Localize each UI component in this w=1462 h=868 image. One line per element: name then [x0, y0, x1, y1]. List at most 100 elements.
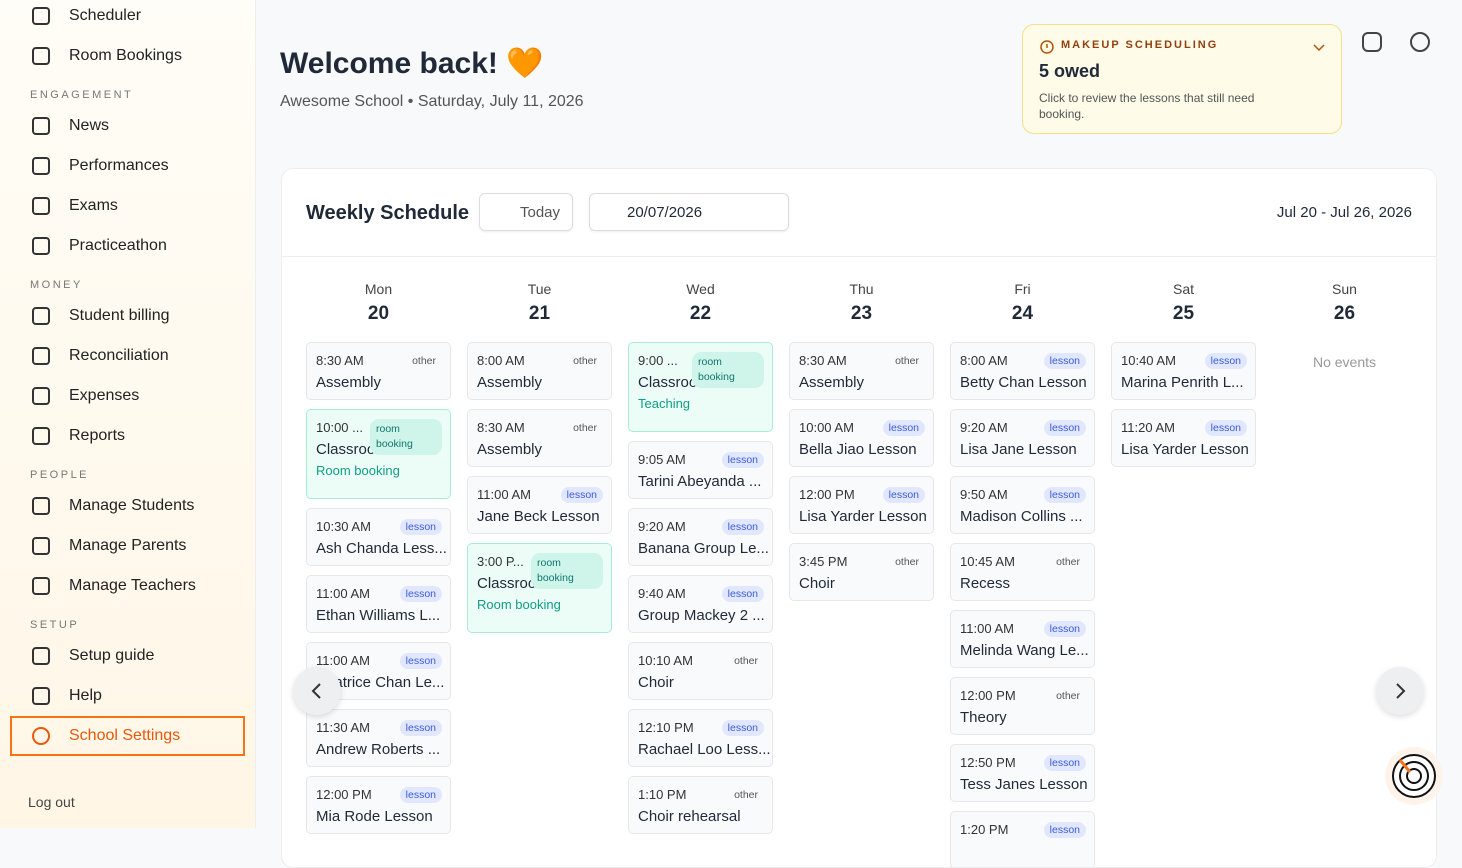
day-date: 22: [689, 303, 712, 324]
day-header: Sun 26: [1272, 281, 1417, 333]
event-tag: lesson: [399, 720, 442, 736]
event-card[interactable]: 12:00 PM other Theory: [950, 677, 1095, 735]
event-card[interactable]: 10:30 AM lesson Ash Chanda Less...: [306, 508, 451, 566]
event-card[interactable]: 10:10 AM other Choir: [628, 642, 773, 700]
event-time: 11:00 AM: [316, 653, 370, 668]
event-time: 10:10 AM: [638, 653, 693, 668]
nav-icon: [32, 117, 50, 135]
nav-item[interactable]: Performances: [10, 146, 245, 186]
event-tag: lesson: [1043, 487, 1086, 503]
nav-icon: [32, 577, 50, 595]
event-time: 12:00 PM: [799, 487, 855, 502]
day-name: Wed: [686, 281, 715, 297]
event-tag: lesson: [882, 420, 925, 436]
event-card[interactable]: 9:20 AM lesson Banana Group Le...: [628, 508, 773, 566]
day-name: Sat: [1172, 281, 1194, 297]
event-title: Assembly: [477, 374, 543, 391]
event-card[interactable]: 11:00 AM lesson Jane Beck Lesson: [467, 476, 612, 534]
nav-item[interactable]: Room Bookings: [10, 36, 245, 76]
main: Welcome back! 🧡 Awesome School • Saturda…: [256, 0, 1462, 868]
nav-item[interactable]: Scheduler: [10, 0, 245, 36]
day-date: 24: [1011, 303, 1034, 324]
event-title: Beatrice Chan Le...: [316, 674, 445, 691]
event-card[interactable]: 9:50 AM lesson Madison Collins ...: [950, 476, 1095, 534]
nav-item[interactable]: Student billing: [10, 296, 245, 336]
event-time: 10:00 AM: [799, 420, 854, 435]
warning-icon: [1040, 40, 1054, 54]
days: Mon 20 8:30 AM other Assembly 10:00 ... room b…: [306, 281, 1417, 867]
event-card[interactable]: 12:00 PM lesson Lisa Yarder Lesson: [789, 476, 934, 534]
section-label: ENGAGEMENT: [30, 89, 134, 101]
nav-item[interactable]: Reports: [10, 416, 245, 456]
prev-button[interactable]: [293, 667, 341, 715]
today-button[interactable]: Today: [479, 193, 573, 231]
event-tag: room booking: [370, 419, 442, 455]
event-card[interactable]: 10:00 AM lesson Bella Jiao Lesson: [789, 409, 934, 467]
nav-label: Setup guide: [69, 647, 155, 664]
event-tag: lesson: [399, 787, 442, 803]
event-title: Tess Janes Lesson: [960, 776, 1088, 793]
event-card[interactable]: 11:30 AM lesson Andrew Roberts ...: [306, 709, 451, 767]
event-title: Ethan Williams L...: [316, 607, 441, 624]
nav-item[interactable]: School Settings: [10, 716, 245, 756]
event-card[interactable]: 8:30 AM other Assembly: [306, 342, 451, 400]
event-card[interactable]: 3:00 P... room booking Classroom 1 Room boo…: [467, 543, 612, 633]
nav-item[interactable]: Manage Teachers: [10, 566, 245, 606]
help-button[interactable]: [1410, 32, 1430, 52]
event-card[interactable]: 9:40 AM lesson Group Mackey 2 ...: [628, 575, 773, 633]
event-card[interactable]: 11:00 AM lesson Ethan Williams L...: [306, 575, 451, 633]
nav-item[interactable]: News: [10, 106, 245, 146]
event-card[interactable]: 11:20 AM lesson Lisa Yarder Lesson: [1111, 409, 1256, 467]
event-tag: lesson: [1043, 420, 1086, 436]
event-time: 9:50 AM: [960, 487, 1008, 502]
event-card[interactable]: 10:45 AM other Recess: [950, 543, 1095, 601]
event-card[interactable]: 9:20 AM lesson Lisa Jane Lesson: [950, 409, 1095, 467]
event-card[interactable]: 8:00 AM other Assembly: [467, 342, 612, 400]
nav-item[interactable]: Reconciliation: [10, 336, 245, 376]
nav-item[interactable]: Setup guide: [10, 636, 245, 676]
event-card[interactable]: 11:00 AM lesson Melinda Wang Le...: [950, 610, 1095, 668]
event-tag: other: [573, 422, 597, 434]
nav-label: Reconciliation: [69, 347, 169, 364]
event-card[interactable]: 8:00 AM lesson Betty Chan Lesson: [950, 342, 1095, 400]
logout[interactable]: Log out: [28, 794, 75, 810]
event-title: Melinda Wang Le...: [960, 642, 1089, 659]
nav-item[interactable]: Manage Parents: [10, 526, 245, 566]
day-column: Wed 22 9:00 ... room booking Classroom 2 Teac…: [628, 281, 773, 867]
day-date: 21: [528, 303, 551, 324]
refresh-button[interactable]: [1362, 32, 1382, 52]
assistant-logo[interactable]: [1384, 746, 1444, 806]
event-card[interactable]: 8:30 AM other Assembly: [467, 409, 612, 467]
day-date: 26: [1333, 303, 1356, 324]
event-card[interactable]: 1:20 PM lesson: [950, 811, 1095, 867]
makeup-text: Click to review the lessons that still n…: [1039, 91, 1255, 121]
event-card[interactable]: 8:30 AM other Assembly: [789, 342, 934, 400]
event-title: Marina Penrith L...: [1121, 374, 1244, 391]
day-date: 25: [1172, 303, 1195, 324]
event-time: 10:00 ...: [316, 420, 363, 435]
event-card[interactable]: 9:05 AM lesson Tarini Abeyanda ...: [628, 441, 773, 499]
makeup-card[interactable]: MAKEUP SCHEDULING 5 owed Click to review…: [1022, 24, 1342, 134]
nav-item[interactable]: Manage Students: [10, 486, 245, 526]
event-tag: lesson: [1043, 755, 1086, 771]
day-header: Tue 21: [467, 281, 612, 333]
nav-item[interactable]: Practiceathon: [10, 226, 245, 266]
event-card[interactable]: 10:40 AM lesson Marina Penrith L...: [1111, 342, 1256, 400]
day-name: Tue: [527, 281, 552, 297]
day-column: Thu 23 8:30 AM other Assembly 10:00 AM lesson B…: [789, 281, 934, 867]
event-card[interactable]: 12:00 PM lesson Mia Rode Lesson: [306, 776, 451, 834]
event-card[interactable]: 12:10 PM lesson Rachael Loo Less...: [628, 709, 773, 767]
nav-item[interactable]: Exams: [10, 186, 245, 226]
date-input[interactable]: 20/07/2026: [589, 193, 789, 231]
event-time: 11:00 AM: [477, 487, 531, 502]
event-card[interactable]: 9:00 ... room booking Classroom 2 Teaching: [628, 342, 773, 432]
event-card[interactable]: 1:10 PM other Choir rehearsal: [628, 776, 773, 834]
event-card[interactable]: 3:45 PM other Choir: [789, 543, 934, 601]
next-button[interactable]: [1376, 667, 1424, 715]
event-title: Theory: [960, 709, 1007, 726]
nav-item[interactable]: Help: [10, 676, 245, 716]
event-card[interactable]: 12:50 PM lesson Tess Janes Lesson: [950, 744, 1095, 802]
nav-item[interactable]: Expenses: [10, 376, 245, 416]
event-tag: lesson: [1043, 353, 1086, 369]
event-card[interactable]: 10:00 ... room booking Classroom 1 Room boo…: [306, 409, 451, 499]
